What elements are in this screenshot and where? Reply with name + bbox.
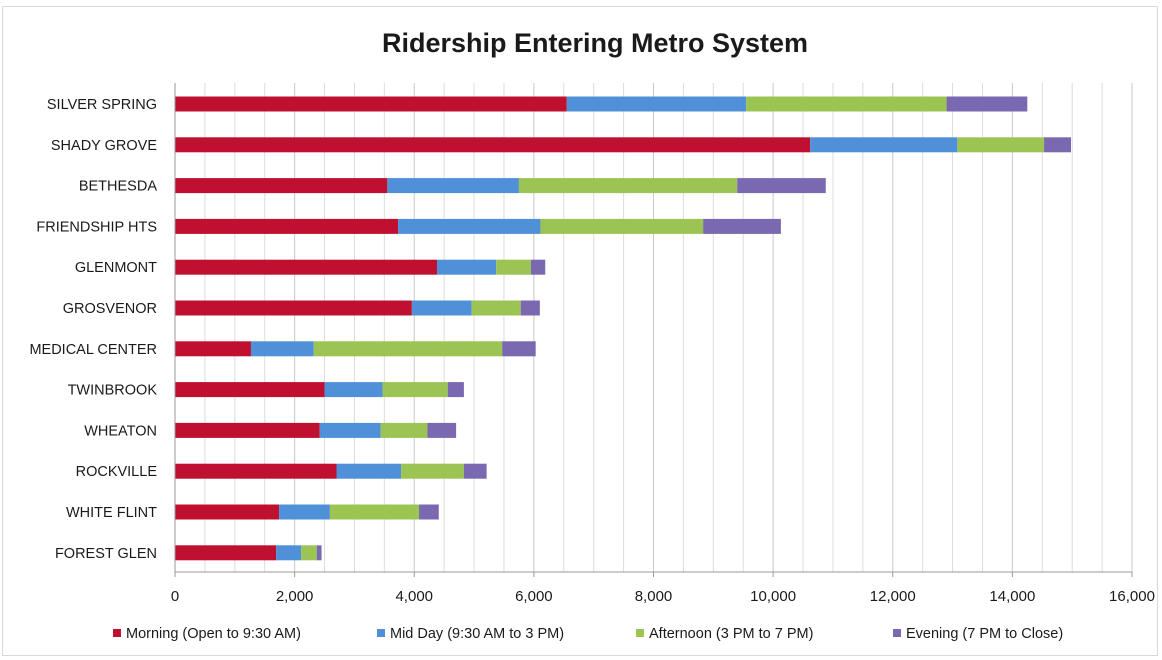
category-label: FOREST GLEN <box>55 546 157 562</box>
bar-segment <box>398 218 541 234</box>
category-label: GLENMONT <box>75 260 157 276</box>
legend-swatch <box>113 629 121 637</box>
legend: Morning (Open to 9:30 AM) Mid Day (9:30 A… <box>113 626 1063 642</box>
category-label: BETHESDA <box>79 179 157 195</box>
bar-segment <box>746 96 947 112</box>
bar-segment <box>313 341 503 357</box>
bar-segment <box>279 504 330 520</box>
bar-segment <box>329 504 420 520</box>
category-label: WHITE FLINT <box>66 505 157 521</box>
category-label: FRIENDSHIP HTS <box>36 219 157 235</box>
bar-segment <box>382 382 448 398</box>
bar-segment <box>175 504 280 520</box>
bar-segment <box>946 96 1028 112</box>
legend-label: Mid Day (9:30 AM to 3 PM) <box>390 626 564 642</box>
bar-segment <box>175 218 399 234</box>
bar-segment <box>175 96 567 112</box>
bar-segment <box>387 178 519 194</box>
x-tick-label: 12,000 <box>870 588 916 605</box>
bar-segment <box>427 422 457 438</box>
bar-segment <box>380 422 428 438</box>
bar-segment <box>301 545 317 561</box>
category-label: TWINBROOK <box>68 383 158 399</box>
bar-segment <box>175 300 412 316</box>
x-tick-label: 8,000 <box>635 588 673 605</box>
bar-segment <box>436 259 497 275</box>
x-tick-label: 14,000 <box>989 588 1035 605</box>
bar-segment <box>175 382 325 398</box>
axes: SILVER SPRING SHADY GROVE BETHESDA FRIENDSH… <box>29 83 1155 605</box>
bar-segment <box>463 463 487 479</box>
category-label: GROSVENOR <box>63 301 157 317</box>
bar-segment <box>496 259 531 275</box>
bar-segment <box>316 545 322 561</box>
x-tick-label: 6,000 <box>515 588 553 605</box>
category-label: MEDICAL CENTER <box>29 342 157 358</box>
bar-segment <box>336 463 402 479</box>
bar-segment <box>175 463 337 479</box>
bars <box>175 96 1071 561</box>
legend-swatch <box>377 629 385 637</box>
bar-segment <box>411 300 472 316</box>
x-tick-label: 16,000 <box>1109 588 1155 605</box>
bar-segment <box>175 422 320 438</box>
legend-label: Afternoon (3 PM to 7 PM) <box>649 626 813 642</box>
category-label: ROCKVILLE <box>76 464 158 480</box>
bar-segment <box>737 178 826 194</box>
x-tick-label: 2,000 <box>276 588 314 605</box>
bar-segment <box>520 300 540 316</box>
bar-segment <box>566 96 747 112</box>
bar-segment <box>447 382 464 398</box>
bar-segment <box>175 341 251 357</box>
bar-segment <box>276 545 302 561</box>
bar-segment <box>175 259 437 275</box>
bar-segment <box>319 422 381 438</box>
category-label: SHADY GROVE <box>51 138 157 154</box>
bar-segment <box>250 341 314 357</box>
category-label: SILVER SPRING <box>47 97 157 113</box>
x-tick-label: 4,000 <box>395 588 433 605</box>
x-tick-label: 0 <box>171 588 179 605</box>
bar-segment <box>471 300 521 316</box>
gridlines <box>204 83 1133 572</box>
bar-segment <box>175 545 277 561</box>
bar-segment <box>175 178 388 194</box>
bar-segment <box>518 178 738 194</box>
bar-segment <box>419 504 439 520</box>
bar-segment <box>175 137 811 153</box>
bar-segment <box>401 463 464 479</box>
bar-segment <box>1044 137 1071 153</box>
bar-segment <box>957 137 1045 153</box>
bar-segment <box>810 137 958 153</box>
category-label: WHEATON <box>84 423 157 439</box>
bar-segment <box>502 341 536 357</box>
bar-segment <box>540 218 704 234</box>
legend-swatch <box>893 629 901 637</box>
legend-label: Evening (7 PM to Close) <box>906 626 1063 642</box>
x-tick-label: 10,000 <box>750 588 796 605</box>
legend-swatch <box>636 629 644 637</box>
legend-label: Morning (Open to 9:30 AM) <box>126 626 301 642</box>
bar-segment <box>703 218 781 234</box>
chart-title: Ridership Entering Metro System <box>382 28 808 58</box>
bar-segment <box>324 382 383 398</box>
bar-segment <box>530 259 546 275</box>
